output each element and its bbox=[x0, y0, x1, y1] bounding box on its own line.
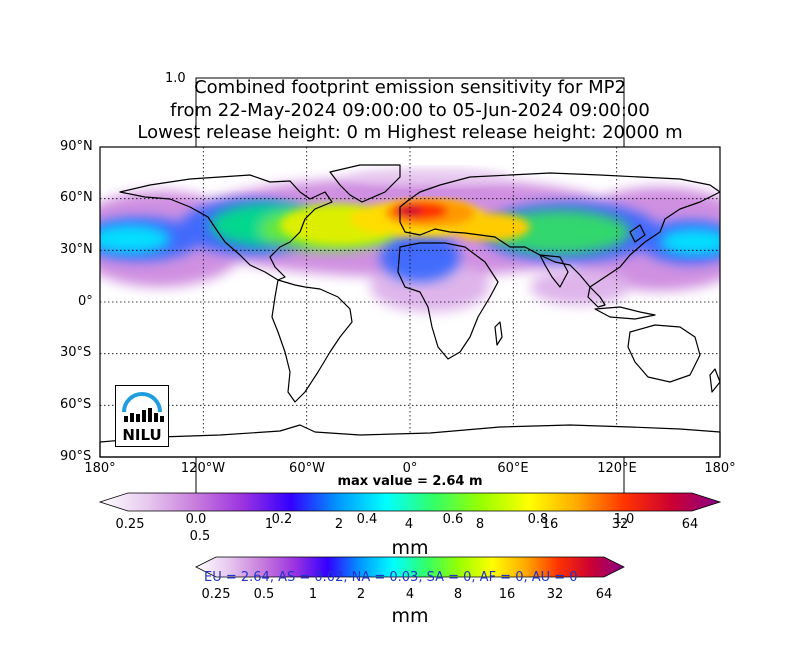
cbar-second-tick-0: 0.25 bbox=[201, 587, 231, 602]
colorbar-second-fill bbox=[195, 556, 625, 578]
coastlines bbox=[99, 164, 721, 458]
cbar-faint-tick-5: 1.0 bbox=[613, 512, 635, 527]
cbar-main-tick-6: 16 bbox=[541, 517, 559, 532]
graticule bbox=[100, 147, 720, 457]
sensitivity-field bbox=[100, 167, 720, 312]
lon-label-60w: 60°W bbox=[289, 461, 325, 476]
cbar-main-tick-3: 2 bbox=[334, 517, 344, 532]
cbar-second-tick-7: 32 bbox=[546, 587, 564, 602]
lat-label-60s: 60°S bbox=[60, 397, 92, 412]
cbar-main-tick-7: 32 bbox=[611, 517, 629, 532]
cbar-second-tick-5: 8 bbox=[453, 587, 463, 602]
lat-label-30n: 30°N bbox=[60, 242, 93, 257]
world-map bbox=[99, 146, 721, 458]
lat-label-90n: 90°N bbox=[60, 139, 93, 154]
cbar-faint-tick-2: 0.4 bbox=[356, 512, 378, 527]
cbar-main-tick-1: 0.5 bbox=[189, 529, 211, 544]
cbar-second-tick-1: 0.5 bbox=[253, 587, 275, 602]
lat-label-60n: 60°N bbox=[60, 190, 93, 205]
region-summary: EU = 2.64, AS = 0.02, NA = 0.03, SA = 0,… bbox=[204, 570, 578, 585]
colorbar-main bbox=[98, 492, 722, 512]
lon-label-60e: 60°E bbox=[497, 461, 529, 476]
faint-corner-tick: 1.0 bbox=[165, 71, 186, 86]
cbar-second-tick-2: 1 bbox=[308, 587, 318, 602]
lon-label-120e: 120°E bbox=[597, 461, 637, 476]
cbar-second-tick-8: 64 bbox=[595, 587, 613, 602]
cbar-second-tick-6: 16 bbox=[498, 587, 516, 602]
lon-label-180e: 180° bbox=[704, 461, 736, 476]
cbar-second-unit: mm bbox=[391, 605, 429, 627]
nilu-logo: NILU bbox=[115, 385, 169, 447]
max-value-label: max value = 2.64 m bbox=[337, 474, 483, 489]
nilu-logo-mark bbox=[122, 392, 164, 422]
lon-label-120w: 120°W bbox=[180, 461, 226, 476]
lat-label-30s: 30°S bbox=[60, 345, 92, 360]
title-line-2: from 22-May-2024 09:00:00 to 05-Jun-2024… bbox=[170, 100, 650, 121]
cbar-main-tick-4: 4 bbox=[404, 517, 414, 532]
cbar-main-tick-5: 8 bbox=[475, 517, 485, 532]
cbar-main-tick-0: 0.25 bbox=[115, 517, 145, 532]
cbar-main-tick-2: 1 bbox=[264, 517, 274, 532]
cbar-main-unit: mm bbox=[391, 537, 429, 559]
cbar-second-tick-3: 2 bbox=[356, 587, 366, 602]
title-line-3: Lowest release height: 0 m Highest relea… bbox=[137, 122, 683, 143]
cbar-faint-tick-4: 0.8 bbox=[527, 512, 549, 527]
title-line-1: Combined footprint emission sensitivity … bbox=[194, 77, 626, 98]
colorbar-second bbox=[195, 556, 625, 578]
colorbar-main-fill bbox=[98, 492, 722, 512]
lon-label-0: 0° bbox=[402, 461, 418, 476]
lon-label-180w: 180° bbox=[84, 461, 116, 476]
cbar-faint-tick-1: 0.2 bbox=[271, 512, 293, 527]
nilu-logo-text: NILU bbox=[122, 426, 162, 444]
lat-label-90s: 90°S bbox=[60, 449, 92, 464]
lat-label-0: 0° bbox=[78, 294, 93, 309]
cbar-faint-tick-3: 0.6 bbox=[442, 512, 464, 527]
cbar-main-tick-8: 64 bbox=[681, 517, 699, 532]
cbar-second-tick-4: 4 bbox=[405, 587, 415, 602]
cbar-faint-tick-0: 0.0 bbox=[185, 512, 207, 527]
